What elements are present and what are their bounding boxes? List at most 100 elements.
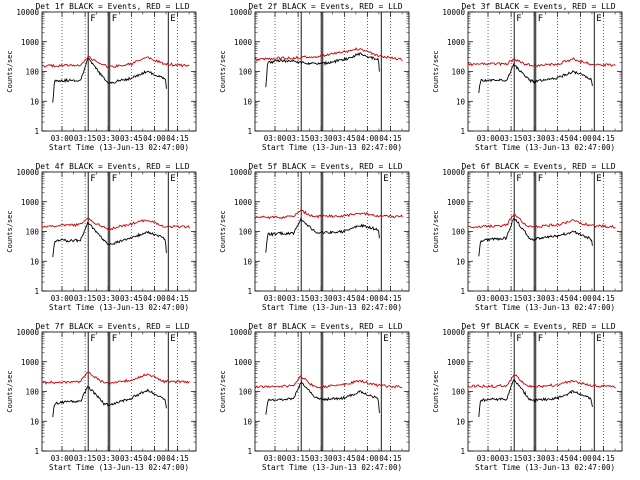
x-tick-label: 03:30 [97, 134, 120, 143]
x-tick-label: 03:30 [310, 134, 333, 143]
y-tick-label: 100 [238, 228, 252, 237]
x-tick-label: 04:15 [592, 134, 615, 143]
y-tick-label: 10 [456, 417, 466, 426]
x-tick-label: 03:15 [287, 294, 310, 303]
x-tick-label: 04:00 [143, 134, 166, 143]
series-lld-line [467, 373, 616, 389]
y-tick-label: 1 [247, 287, 252, 296]
region-marker-label: F [90, 334, 95, 344]
x-tick-label: 04:15 [379, 294, 402, 303]
x-tick-label: 03:45 [120, 134, 143, 143]
series-lld-line [41, 55, 190, 68]
series-events-line [478, 62, 593, 94]
y-tick-label: 10 [456, 257, 466, 266]
y-tick-label: 1000 [21, 38, 40, 47]
y-tick-label: 100 [451, 388, 465, 397]
x-axis-label: Start Time (13-Jun-13 02:47:00) [49, 463, 189, 472]
x-tick-label: 03:15 [287, 134, 310, 143]
x-tick-label: 03:00 [51, 294, 74, 303]
region-marker-label: F [112, 334, 117, 344]
x-axis-label: Start Time (13-Jun-13 02:47:00) [49, 303, 189, 312]
series-events-line [52, 57, 167, 103]
chart-panel-4: Det 4f BLACK = Events, RED = LLD 1 10 100 10… [6, 162, 197, 312]
x-axis-label: Start Time (13-Jun-13 02:47:00) [475, 143, 615, 152]
series-lld-line [41, 216, 190, 232]
y-tick-label: 1000 [447, 198, 466, 207]
x-tick-label: 03:15 [287, 454, 310, 463]
y-tick-label: 1 [247, 127, 252, 136]
x-tick-label: 03:45 [546, 454, 569, 463]
x-tick-label: 03:30 [310, 294, 333, 303]
y-tick-label: 10000 [16, 168, 39, 177]
region-marker-label: E [383, 334, 388, 344]
plot-frame [467, 11, 623, 132]
x-tick-label: 04:15 [166, 454, 189, 463]
x-axis-label: Start Time (13-Jun-13 02:47:00) [475, 303, 615, 312]
y-tick-label: 100 [25, 228, 39, 237]
y-tick-label: 1 [34, 287, 39, 296]
x-tick-label: 03:15 [74, 454, 97, 463]
y-axis-label: Counts/sec [6, 210, 14, 252]
x-tick-label: 03:30 [310, 454, 333, 463]
chart-title: Det 3f BLACK = Events, RED = LLD [461, 2, 615, 11]
x-tick-label: 03:30 [523, 134, 546, 143]
x-tick-label: 03:45 [546, 134, 569, 143]
x-tick-label: 04:00 [569, 294, 592, 303]
chart-panel-3: Det 3f BLACK = Events, RED = LLD 1 10 100 10… [432, 2, 623, 152]
y-tick-label: 10 [30, 257, 40, 266]
x-tick-label: 03:30 [523, 454, 546, 463]
chart-title: Det 8f BLACK = Events, RED = LLD [248, 322, 402, 331]
series-lld-line [254, 209, 403, 220]
y-tick-label: 1000 [21, 358, 40, 367]
x-axis-label: Start Time (13-Jun-13 02:47:00) [262, 143, 402, 152]
y-tick-label: 1000 [447, 38, 466, 47]
region-marker-label: F [90, 174, 95, 184]
y-tick-label: 10 [456, 97, 466, 106]
y-tick-label: 1000 [234, 358, 253, 367]
x-tick-label: 03:00 [477, 294, 500, 303]
x-tick-label: 03:45 [333, 294, 356, 303]
y-tick-label: 1000 [234, 38, 253, 47]
y-tick-label: 10000 [442, 168, 465, 177]
x-tick-label: 03:15 [74, 134, 97, 143]
region-marker-label: F [516, 174, 521, 184]
x-tick-label: 04:15 [592, 294, 615, 303]
x-tick-label: 04:15 [592, 454, 615, 463]
x-tick-label: 03:15 [500, 134, 523, 143]
y-tick-label: 1000 [234, 198, 253, 207]
x-tick-label: 04:15 [379, 134, 402, 143]
x-axis-label: Start Time (13-Jun-13 02:47:00) [49, 143, 189, 152]
x-tick-label: 03:45 [120, 294, 143, 303]
region-marker-label: E [170, 334, 175, 344]
plot-frame [41, 331, 197, 452]
x-tick-label: 03:30 [523, 294, 546, 303]
y-axis-label: Counts/sec [432, 210, 440, 252]
series-lld-line [467, 57, 616, 68]
x-tick-label: 03:00 [477, 134, 500, 143]
x-tick-label: 03:00 [264, 134, 287, 143]
series-events-line [265, 52, 380, 88]
y-tick-label: 10 [243, 257, 253, 266]
region-marker-label: E [383, 174, 388, 184]
y-tick-label: 10 [30, 417, 40, 426]
chart-panel-1: Det 1f BLACK = Events, RED = LLD 1 10 100 10… [6, 2, 197, 152]
chart-title: Det 1f BLACK = Events, RED = LLD [35, 2, 189, 11]
x-tick-label: 03:00 [264, 294, 287, 303]
x-tick-label: 04:00 [143, 454, 166, 463]
region-marker-label: F [516, 334, 521, 344]
region-marker-label: F [516, 14, 521, 24]
series-events-line [52, 385, 167, 418]
x-tick-label: 03:30 [97, 454, 120, 463]
x-tick-label: 04:00 [356, 454, 379, 463]
x-tick-label: 04:15 [166, 294, 189, 303]
x-tick-label: 03:45 [120, 454, 143, 463]
x-tick-label: 04:15 [166, 134, 189, 143]
region-marker-label: E [596, 174, 601, 184]
chart-panel-2: Det 2f BLACK = Events, RED = LLD 1 10 100 10… [219, 2, 410, 152]
series-lld-line [41, 371, 190, 385]
y-tick-label: 100 [238, 68, 252, 77]
x-axis-label: Start Time (13-Jun-13 02:47:00) [262, 463, 402, 472]
y-tick-label: 10000 [16, 8, 39, 17]
y-axis-label: Counts/sec [432, 50, 440, 92]
region-marker-label: F [112, 174, 117, 184]
